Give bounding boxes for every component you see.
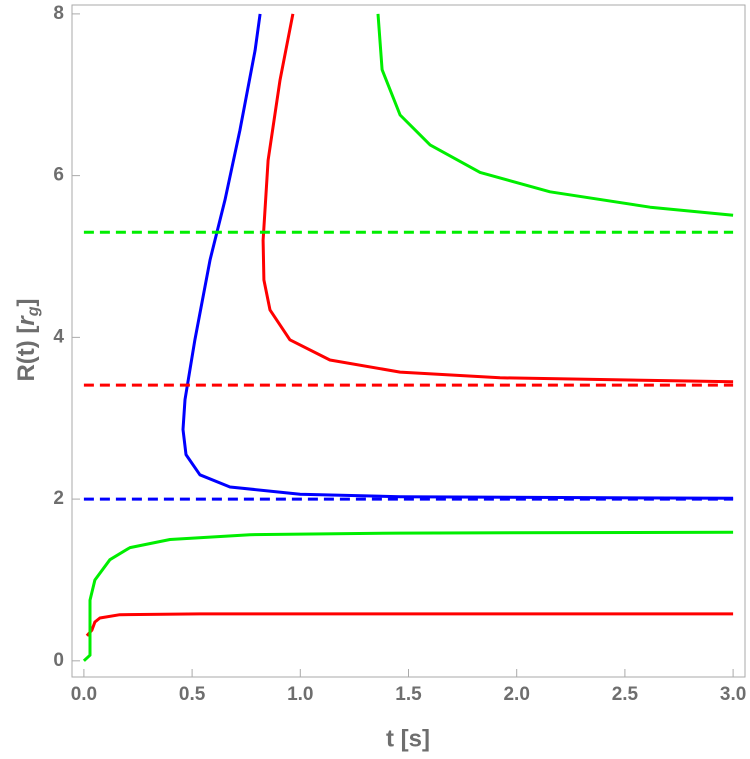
- x-tick-label: 1.0: [287, 684, 313, 705]
- x-tick-label: 0.0: [71, 684, 97, 705]
- y-tick-label: 8: [53, 3, 64, 24]
- x-tick-label: 0.5: [179, 684, 206, 705]
- curve: [261, 13, 734, 384]
- y-tick-label: 0: [53, 650, 64, 671]
- y-title-part: R(t) [: [13, 326, 40, 382]
- x-tick-label: 1.5: [395, 684, 422, 705]
- y-axis-title: R(t) [rg]: [13, 298, 42, 381]
- y-title-part: r: [13, 315, 40, 326]
- curve: [376, 13, 734, 217]
- curve: [82, 530, 734, 662]
- y-title-part: ]: [13, 298, 40, 306]
- x-tick-label: 2.5: [612, 684, 639, 705]
- y-tick-label: 4: [53, 326, 64, 347]
- x-tick-label: 3.0: [720, 684, 746, 705]
- y-title-sub: g: [25, 306, 42, 317]
- curve: [85, 612, 734, 637]
- y-tick-label: 2: [53, 488, 64, 509]
- y-tick-label: 6: [53, 165, 64, 186]
- plot-frame: [71, 4, 746, 678]
- x-tick-label: 2.0: [503, 684, 529, 705]
- x-axis-title: t [s]: [386, 725, 430, 752]
- curve: [181, 13, 734, 500]
